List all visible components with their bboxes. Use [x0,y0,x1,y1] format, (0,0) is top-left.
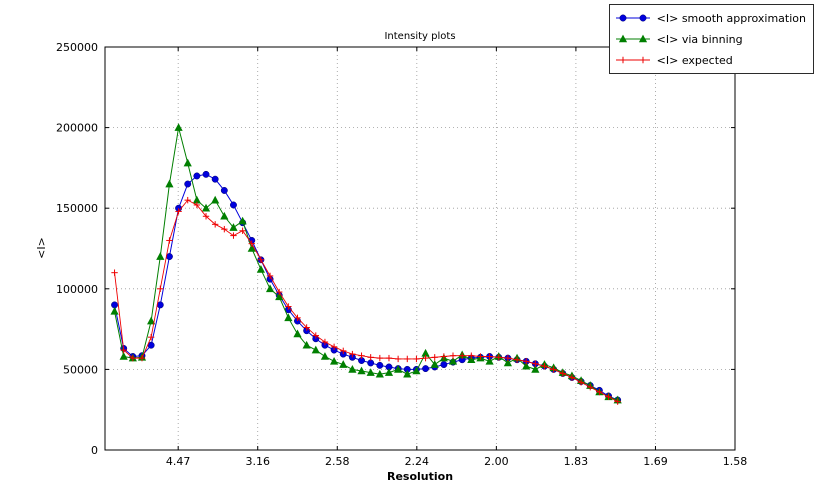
marker-triangle [229,223,238,231]
y-tick-label: 50000 [63,363,98,376]
marker-triangle [220,211,229,220]
marker-circle [422,365,430,373]
marker-triangle [147,316,156,325]
marker-triangle [448,356,458,365]
marker-triangle [430,360,439,368]
legend-item-label: <I> via binning [656,32,743,46]
y-tick-label: 150000 [56,202,98,215]
marker-circle [211,175,219,183]
marker-triangle [165,179,174,188]
marker-triangle [275,292,284,301]
marker-circle [376,361,384,369]
marker-triangle [174,123,183,131]
x-tick-label: 2.58 [325,455,350,468]
marker-triangle [467,355,476,364]
y-tick-label: 250000 [56,41,98,54]
marker-triangle [211,195,220,204]
marker-triangle [412,366,421,375]
marker-triangle [503,358,512,367]
marker-triangle [421,348,430,357]
marker-triangle [348,365,357,373]
marker-triangle [384,368,394,376]
legend: <I> smooth approximation <I> via binning… [608,4,814,74]
marker-triangle [375,369,384,378]
y-tick-label: 100000 [56,283,98,296]
legend-item: <I> expected [614,50,806,70]
y-axis-label: <I> [35,237,48,259]
marker-triangle [156,252,165,260]
y-tick-label: 0 [91,444,98,457]
marker-triangle [531,365,540,373]
marker-triangle [485,356,494,365]
x-axis-label: Resolution [386,470,454,483]
x-tick-label: 2.00 [484,455,509,468]
marker-circle [367,359,375,367]
series-line [114,127,618,401]
x-tick-label: 2.24 [405,455,430,468]
legend-item: <I> smooth approximation [614,8,806,28]
marker-triangle [339,360,348,368]
legend-plus-marker-icon [615,56,650,64]
marker-triangle [311,345,320,354]
marker-triangle [293,329,302,338]
axes-frame [104,46,736,451]
marker-triangle [183,158,192,167]
legend-triangle-marker-icon [615,34,650,43]
legend-item: <I> via binning [614,29,806,49]
legend-item-label: <I> smooth approximation [656,11,806,25]
marker-triangle [265,284,275,293]
marker-triangle [403,369,412,378]
x-tick-label: 1.58 [723,455,748,468]
marker-circle [193,172,201,180]
series-plus [111,196,621,405]
marker-triangle [302,340,311,349]
marker-circle [220,187,228,194]
x-tick-label: 1.69 [643,455,668,468]
marker-circle [230,201,237,209]
marker-triangle [256,265,266,273]
x-tick-label: 1.83 [564,455,589,468]
legend-circle-marker-icon [615,14,650,22]
legend-item-label: <I> expected [656,53,733,67]
marker-triangle [247,244,256,252]
x-tick-label: 4.47 [166,455,191,468]
marker-triangle [284,313,293,322]
marker-circle [184,180,192,188]
marker-triangle [110,306,119,315]
marker-triangle [329,356,339,365]
marker-triangle [201,203,211,212]
marker-triangle [119,352,128,360]
marker-triangle [522,361,531,370]
chart-title: Intensity plots [384,31,456,42]
marker-triangle [366,368,375,376]
marker-triangle [238,216,247,225]
marker-triangle [320,352,330,360]
y-tick-label: 200000 [56,122,98,135]
marker-triangle [394,365,403,373]
marker-circle [202,170,210,178]
x-tick-label: 3.16 [245,455,270,468]
marker-triangle [357,366,366,375]
marker-circle [440,361,448,369]
marker-triangle [192,195,201,204]
